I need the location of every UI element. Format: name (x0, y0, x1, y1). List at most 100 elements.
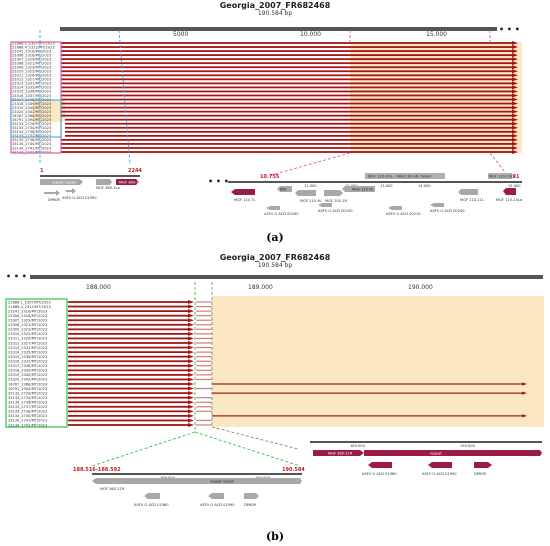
panel-a-right-zoom-ruler (228, 181, 522, 183)
read-extension (196, 397, 212, 399)
gene-feature[interactable] (474, 462, 492, 468)
gene-banner[interactable] (488, 173, 512, 179)
gene-feature[interactable] (324, 190, 343, 196)
read-arrowhead (188, 309, 194, 314)
isolate-label: 23309_2323/MT/2023 (8, 328, 47, 332)
read-bar (68, 323, 188, 326)
isolate-label: 23313_2331/MT/2023 (12, 82, 51, 86)
read-arrowhead (188, 341, 194, 345)
read-arrowhead (188, 313, 194, 318)
gene-feature[interactable] (430, 203, 444, 207)
read-bar (61, 62, 512, 65)
isolate-label: 23320_2342/MT/2023 (12, 110, 51, 114)
read-bar (68, 355, 188, 358)
gene-feature[interactable] (313, 450, 364, 456)
panel-a-ruler (60, 27, 497, 31)
gene-feature[interactable] (388, 206, 402, 210)
read-arrowhead (188, 368, 194, 373)
panel-b-tick: 188.000 (86, 284, 111, 291)
gene-feature[interactable] (66, 188, 76, 194)
isolate-label: 16787_2388/MT/2024 (8, 382, 48, 386)
gene-label: ASFV G ACD 01990 (422, 472, 457, 476)
read-bar (68, 305, 188, 308)
isolate-label: 23241_2316/MT/2023 (8, 309, 47, 313)
isolate-label: 33133_2734/MT/2023 (8, 396, 47, 400)
gene-label: BRL (280, 188, 287, 192)
gene-feature[interactable] (208, 493, 224, 499)
gene-banner[interactable] (365, 173, 445, 179)
read-extension (196, 315, 212, 317)
gene-label: ASFV G ACD 01980 (362, 472, 397, 476)
gene-feature[interactable] (116, 179, 139, 185)
gene-feature[interactable] (428, 462, 452, 468)
read-arrowhead (522, 382, 527, 386)
panel-a-reads (61, 41, 518, 154)
read-arrowhead (188, 400, 194, 405)
gene-label: ASFV G ACD 00240 (430, 209, 465, 213)
read-bar (61, 54, 512, 57)
gene-feature[interactable] (92, 478, 152, 484)
gene-label: MGF 110-10-L - MGF110-14L fusion (368, 175, 431, 179)
panel-a-left-highlight (33, 100, 65, 122)
read-bar (65, 134, 512, 137)
read-arrowhead (188, 395, 194, 400)
panel-b-label-box-green (5, 298, 68, 428)
gene-feature[interactable] (44, 190, 60, 196)
read-bar (68, 337, 188, 340)
isolate-label: 33133_2737/MT/2023 (12, 134, 51, 138)
gene-feature[interactable] (458, 189, 478, 195)
read-extension (196, 410, 212, 412)
gene-label: MGF 360-21R (100, 487, 125, 491)
panel-b-left-zoom-ruler (92, 473, 302, 475)
panel-a-connector (267, 152, 351, 177)
read-extension (196, 351, 212, 353)
gene-label: DP60R (474, 472, 487, 476)
gene-feature[interactable] (96, 179, 112, 185)
gene-feature[interactable] (266, 206, 280, 210)
gene-label: MGF 360-1Lb (119, 181, 144, 185)
read-bar (61, 46, 512, 48)
isolate-label: 23319_2340/MT/2023 (12, 106, 51, 110)
panel-b-zoom-tick: 189.000 (350, 444, 366, 448)
read-bar (65, 122, 512, 125)
gene-feature[interactable] (277, 186, 292, 192)
read-bar (65, 126, 512, 129)
read-arrowhead (512, 141, 518, 146)
read-bar (68, 360, 188, 363)
read-bar (61, 42, 512, 44)
read-bar (68, 387, 188, 390)
gene-feature[interactable] (40, 179, 83, 185)
read-bar (61, 78, 512, 81)
gene-feature[interactable] (364, 450, 542, 456)
gene-feature[interactable] (231, 189, 255, 195)
panel-a-right-mark: 10.755 (260, 174, 280, 180)
gene-feature[interactable] (368, 462, 392, 468)
gene-feature[interactable] (503, 188, 516, 195)
panel-b-reads (68, 300, 527, 427)
gene-label: MGF 360-21R (328, 452, 353, 456)
isolate-label: 33134_2742/MT/2023 (12, 150, 51, 154)
isolate-label: 16791_2394/MT/2023 (8, 387, 47, 391)
read-bar (68, 351, 188, 354)
gene-feature[interactable] (144, 493, 160, 499)
isolate-label: 33134_2741/MT/2023 (12, 146, 51, 150)
read-extension (196, 365, 212, 367)
read-arrowhead (512, 101, 518, 106)
read-arrowhead (188, 318, 194, 323)
panel-a-zoom-tick: 14.000 (418, 184, 431, 188)
gene-feature[interactable] (244, 493, 259, 499)
gene-feature[interactable] (342, 186, 375, 192)
isolate-label: 23311_2326/MT/2023 (12, 74, 51, 78)
read-arrowhead (512, 89, 518, 94)
read-extension (196, 387, 212, 390)
read-bar (68, 373, 188, 376)
isolate-label: 33134_2736/MT/2023 (12, 130, 51, 134)
gene-feature[interactable] (295, 190, 316, 196)
read-arrowhead (512, 105, 518, 110)
gene-feature[interactable] (318, 203, 332, 207)
read-arrowhead (512, 125, 518, 130)
gene-feature[interactable] (152, 478, 302, 484)
panel-a-zoom-tick: 11.000 (304, 184, 317, 188)
read-bar (65, 118, 512, 121)
panel-b-ruler (30, 275, 543, 279)
